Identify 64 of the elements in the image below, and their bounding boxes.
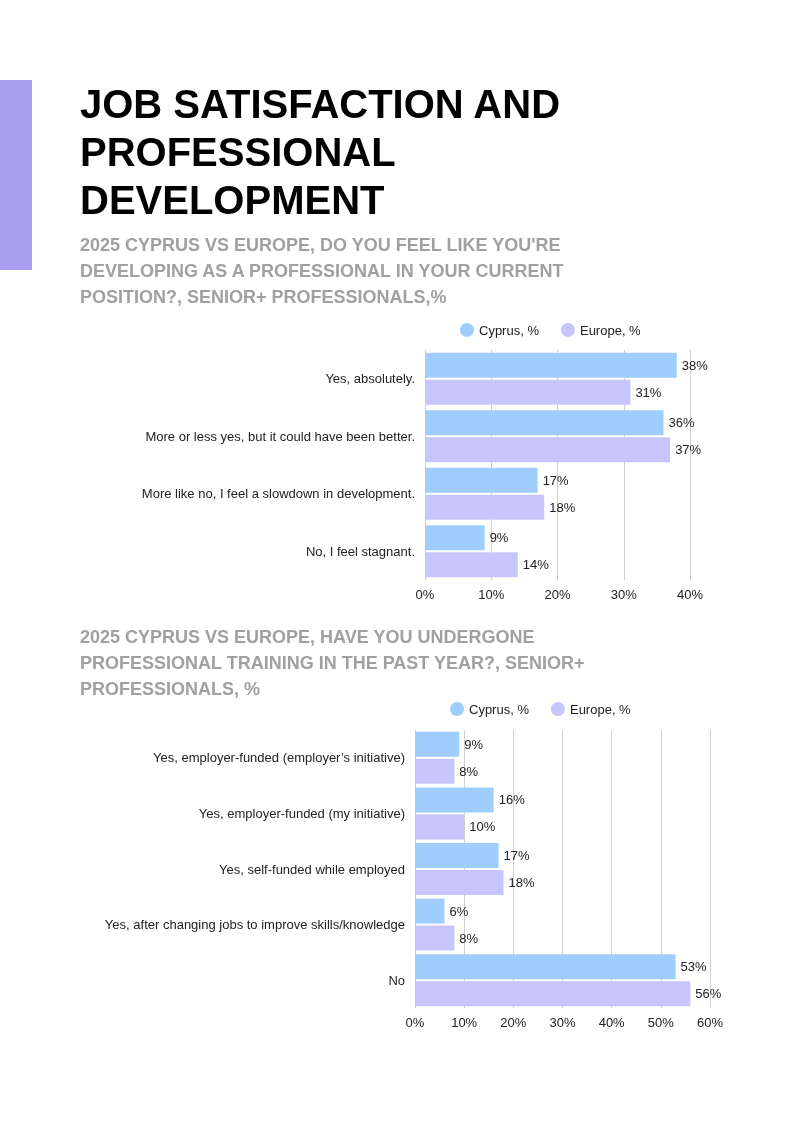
chart-subtitle: 2025 CYPRUS VS EUROPE, DO YOU FEEL LIKE YOU'RE DEVELOPING AS A PROFESSIONAL IN YOUR CURRENT POSITION?, SENIOR+ PROFESSIONALS,% <box>80 234 565 309</box>
data-label: 17% <box>542 472 570 488</box>
bar <box>425 525 485 551</box>
x-tick-label: 30% <box>549 1015 576 1030</box>
y-tick-label: Yes, self-funded while employed <box>219 861 405 877</box>
bar <box>425 379 631 405</box>
data-label: 10% <box>469 819 496 835</box>
x-tick-label: 0% <box>405 1015 425 1030</box>
data-label: 37% <box>675 442 702 458</box>
x-tick-label: 0% <box>415 587 435 602</box>
bar <box>425 352 677 378</box>
bar <box>425 552 518 578</box>
data-label: 9% <box>464 736 484 752</box>
y-tick-label: Yes, employer-funded (my initiative) <box>198 805 405 821</box>
x-tick-label: 40% <box>598 1015 626 1030</box>
bar <box>415 898 445 924</box>
data-label: 6% <box>449 903 469 919</box>
legend-label: Cyprus, % <box>479 322 540 338</box>
legend-label: Europe, % <box>579 322 642 338</box>
data-label: 36% <box>668 415 695 431</box>
y-tick-label: No, I feel stagnant. <box>305 543 415 559</box>
data-label: 14% <box>522 557 550 573</box>
data-label: 38% <box>681 357 709 373</box>
x-tick-label: 40% <box>676 587 704 602</box>
bar <box>425 410 664 436</box>
bar <box>415 814 465 840</box>
bar <box>415 870 504 895</box>
x-tick-label: 20% <box>544 587 571 602</box>
bar <box>415 758 455 784</box>
x-tick-label: 20% <box>500 1015 527 1030</box>
bar <box>415 925 455 951</box>
bar <box>415 787 494 813</box>
legend-label: Europe, % <box>569 701 632 717</box>
chart-title: JOB SATISFACTION AND PROFESSIONAL DEVELOPMENT <box>80 81 562 224</box>
chart-title: 2025 CYPRUS VS EUROPE, HAVE YOU UNDERGONE PROFESSIONAL TRAINING IN THE PAST YEAR?, SENIOR+ PROFESSIONALS, % <box>80 626 586 701</box>
y-tick-label: More like no, I feel a slowdown in development. <box>141 486 415 502</box>
data-label: 18% <box>549 499 576 515</box>
data-label: 8% <box>459 930 479 946</box>
x-tick-label: 50% <box>647 1015 675 1030</box>
y-tick-label: Yes, after changing jobs to improve skills/knowledge <box>104 917 405 933</box>
y-tick-label: No <box>388 972 405 988</box>
data-label: 9% <box>489 530 509 546</box>
data-label: 16% <box>498 792 526 808</box>
y-tick-label: Yes, absolutely. <box>325 371 415 387</box>
x-tick-label: 10% <box>478 587 505 602</box>
legend-label: Cyprus, % <box>469 701 530 717</box>
bar <box>415 731 460 757</box>
bar <box>415 981 691 1007</box>
data-label: 17% <box>503 848 531 863</box>
y-tick-label: More or less yes, but it could have been better. <box>145 428 415 444</box>
data-label: 53% <box>680 959 708 975</box>
bar <box>425 494 545 520</box>
data-label: 18% <box>508 875 535 890</box>
y-tick-label: Yes, employer-funded (employer’s initiative) <box>153 750 405 766</box>
x-tick-label: 30% <box>610 587 638 602</box>
bar <box>425 437 671 463</box>
data-label: 8% <box>459 763 479 779</box>
x-tick-label: 10% <box>451 1015 478 1030</box>
x-tick-label: 60% <box>696 1015 724 1030</box>
data-label: 31% <box>635 384 662 400</box>
bar <box>415 954 676 980</box>
bar <box>425 467 538 493</box>
data-label: 56% <box>695 986 722 1002</box>
bar <box>415 843 499 868</box>
